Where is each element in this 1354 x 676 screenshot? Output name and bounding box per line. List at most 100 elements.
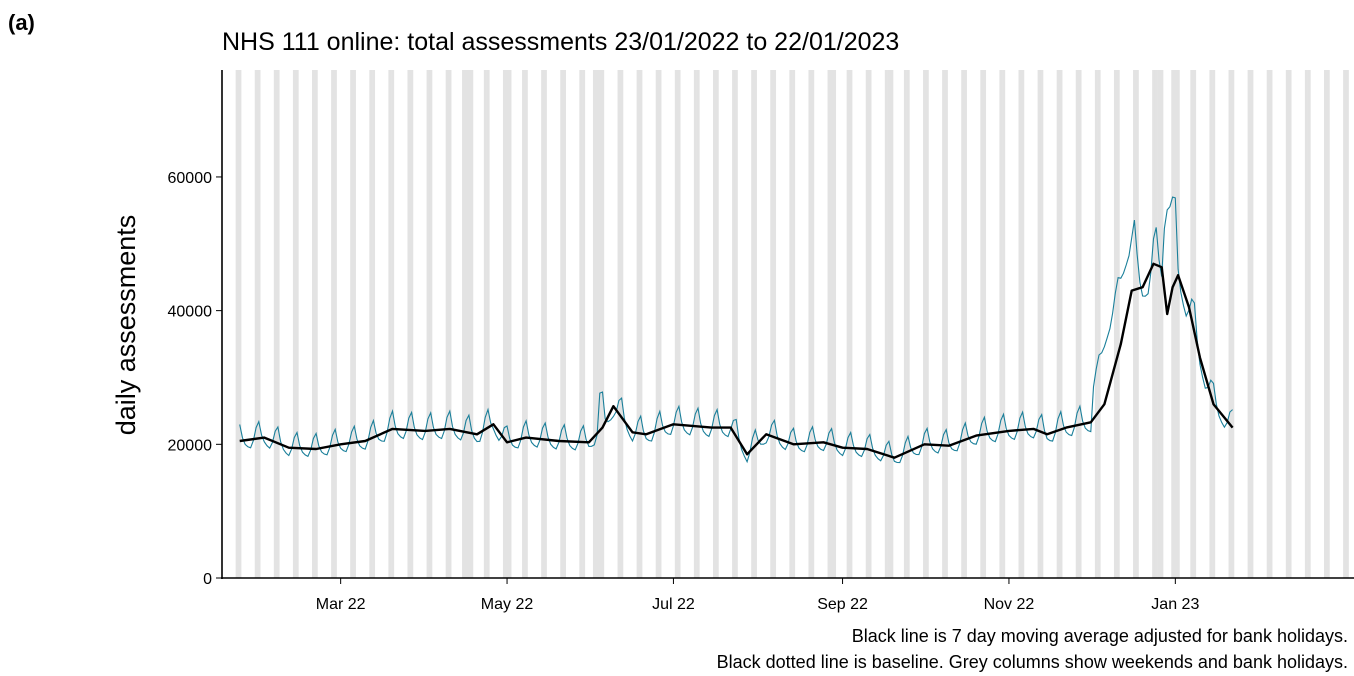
shaded-day bbox=[1269, 70, 1272, 578]
x-tick-label: May 22 bbox=[481, 596, 534, 613]
shaded-day bbox=[773, 70, 776, 578]
shaded-day bbox=[1079, 70, 1082, 578]
shaded-day bbox=[598, 70, 601, 578]
shaded-day bbox=[470, 70, 473, 578]
footnote-baseline: Black dotted line is baseline. Grey colu… bbox=[717, 652, 1348, 673]
shaded-day bbox=[1002, 70, 1005, 578]
shaded-day bbox=[1155, 70, 1158, 578]
shaded-day bbox=[1324, 70, 1327, 578]
shaded-day bbox=[334, 70, 337, 578]
shaded-day bbox=[926, 70, 929, 578]
shaded-day bbox=[407, 70, 410, 578]
shaded-day bbox=[353, 70, 356, 578]
shaded-day bbox=[1250, 70, 1253, 578]
shaded-day bbox=[999, 70, 1002, 578]
shaded-day bbox=[579, 70, 582, 578]
shaded-day bbox=[448, 70, 451, 578]
shaded-day bbox=[1098, 70, 1101, 578]
x-tick-label: Sep 22 bbox=[817, 596, 868, 613]
shaded-day bbox=[828, 70, 831, 578]
shaded-day bbox=[1289, 70, 1292, 578]
shaded-day bbox=[1267, 70, 1270, 578]
shaded-day bbox=[312, 70, 315, 578]
shaded-day bbox=[563, 70, 566, 578]
shaded-day bbox=[293, 70, 296, 578]
shaded-day bbox=[560, 70, 563, 578]
shaded-day bbox=[522, 70, 525, 578]
shaded-day bbox=[923, 70, 926, 578]
shaded-day bbox=[465, 70, 468, 578]
shaded-day bbox=[1212, 70, 1215, 578]
shaded-day bbox=[1327, 70, 1330, 578]
shaded-day bbox=[601, 70, 604, 578]
shaded-day bbox=[961, 70, 964, 578]
shaded-day bbox=[735, 70, 738, 578]
shaded-day bbox=[236, 70, 239, 578]
shaded-day bbox=[754, 70, 757, 578]
shaded-day bbox=[792, 70, 795, 578]
shaded-day bbox=[732, 70, 735, 578]
shaded-day bbox=[331, 70, 334, 578]
shaded-day bbox=[904, 70, 907, 578]
shaded-day bbox=[1076, 70, 1079, 578]
weekend-shading bbox=[236, 70, 1349, 578]
shaded-day bbox=[1038, 70, 1041, 578]
shaded-day bbox=[582, 70, 585, 578]
shaded-day bbox=[678, 70, 681, 578]
shaded-day bbox=[697, 70, 700, 578]
shaded-day bbox=[1308, 70, 1311, 578]
shaded-day bbox=[315, 70, 318, 578]
shaded-day bbox=[639, 70, 642, 578]
shaded-day bbox=[350, 70, 353, 578]
x-tick-label: Jan 23 bbox=[1151, 596, 1199, 613]
shaded-day bbox=[1117, 70, 1120, 578]
shaded-day bbox=[713, 70, 716, 578]
shaded-day bbox=[1133, 70, 1136, 578]
y-tick-label: 20000 bbox=[168, 437, 213, 454]
shaded-day bbox=[503, 70, 506, 578]
shaded-day bbox=[868, 70, 871, 578]
shaded-day bbox=[1018, 70, 1021, 578]
shaded-day bbox=[716, 70, 719, 578]
shaded-day bbox=[1160, 70, 1163, 578]
shaded-day bbox=[964, 70, 967, 578]
shaded-day bbox=[427, 70, 430, 578]
shaded-day bbox=[277, 70, 280, 578]
shaded-day bbox=[770, 70, 773, 578]
shaded-day bbox=[808, 70, 811, 578]
shaded-day bbox=[1114, 70, 1117, 578]
shaded-day bbox=[694, 70, 697, 578]
shaded-day bbox=[656, 70, 659, 578]
shaded-day bbox=[658, 70, 661, 578]
shaded-day bbox=[830, 70, 833, 578]
shaded-day bbox=[637, 70, 640, 578]
shaded-day bbox=[462, 70, 465, 578]
shaded-day bbox=[1229, 70, 1232, 578]
shaded-day bbox=[811, 70, 814, 578]
shaded-day bbox=[238, 70, 241, 578]
shaded-day bbox=[1152, 70, 1155, 578]
shaded-day bbox=[1209, 70, 1212, 578]
shaded-day bbox=[596, 70, 599, 578]
shaded-day bbox=[1286, 70, 1289, 578]
y-tick-label: 0 bbox=[203, 571, 212, 588]
x-tick-label: Mar 22 bbox=[316, 596, 366, 613]
shaded-day bbox=[372, 70, 375, 578]
shaded-day bbox=[618, 70, 621, 578]
shaded-day bbox=[296, 70, 299, 578]
shaded-day bbox=[866, 70, 869, 578]
shaded-day bbox=[1177, 70, 1180, 578]
shaded-day bbox=[942, 70, 945, 578]
shaded-day bbox=[890, 70, 893, 578]
shaded-day bbox=[945, 70, 948, 578]
y-tick-label: 60000 bbox=[168, 170, 213, 187]
shaded-day bbox=[983, 70, 986, 578]
shaded-day bbox=[675, 70, 678, 578]
shaded-day bbox=[429, 70, 432, 578]
shaded-day bbox=[1174, 70, 1177, 578]
shaded-day bbox=[1136, 70, 1139, 578]
shaded-day bbox=[849, 70, 852, 578]
shaded-day bbox=[847, 70, 850, 578]
shaded-day bbox=[789, 70, 792, 578]
